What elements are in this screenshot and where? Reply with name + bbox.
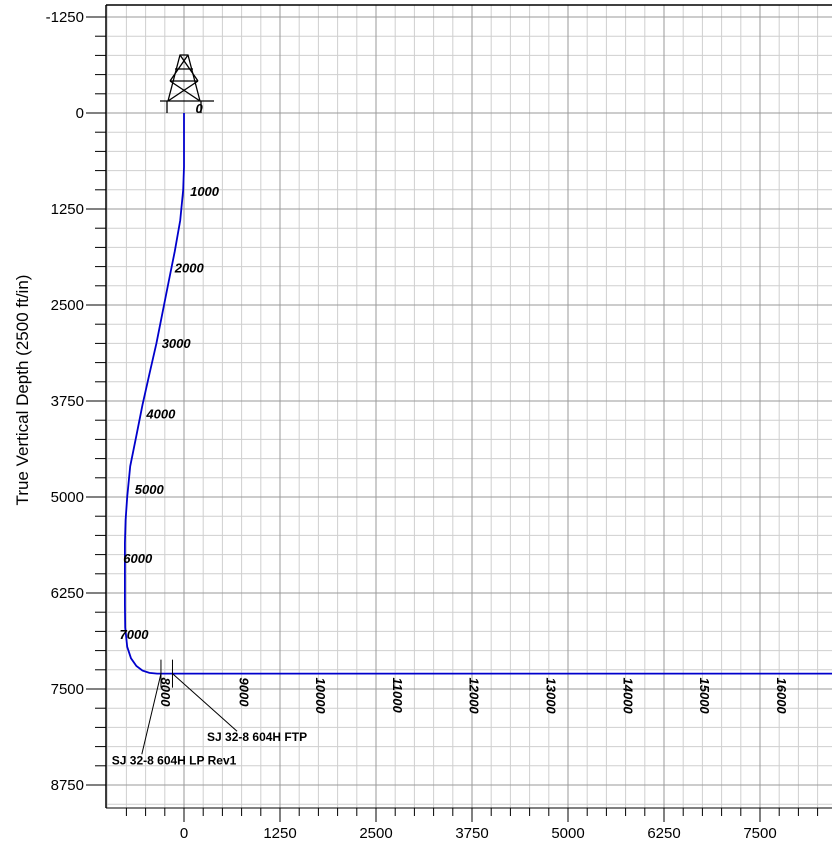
rig-stroke [169,80,201,102]
md-label: 16000 [774,678,789,715]
x-axis: 0 1250 2500 3750 5000 6250 7500 [106,807,832,842]
md-label: 9000 [236,678,251,708]
y-tick-label: -1250 [46,9,84,26]
y-tick-label: 3750 [51,393,84,410]
md-label: 7000 [120,627,150,642]
rig-icon [160,54,214,113]
annotations: SJ 32-8 604H FTP SJ 32-8 604H LP Rev1 [112,659,307,767]
x-tick-label: 6250 [647,825,680,842]
md-label: 10000 [313,678,328,715]
md-label: 5000 [135,482,165,497]
annotation-leader [141,673,162,755]
rig-stroke [169,54,189,82]
y-tick-label: 5000 [51,489,84,506]
md-labels: 0 1000 2000 3000 4000 5000 6000 7000 8000 9000 100… [120,101,789,714]
x-tick-label: 1250 [263,825,296,842]
md-label: 4000 [145,407,176,422]
y-tick-label: 0 [76,105,84,122]
md-label: 2000 [174,261,205,276]
y-axis: -1250 0 1250 2500 3750 5000 6250 7500 8750 [46,9,106,794]
y-tick-label: 2500 [51,297,84,314]
trajectory-line [124,113,832,675]
annotation-label: SJ 32-8 604H FTP [207,730,307,744]
rig-stroke [167,54,201,102]
x-tick-label: 2500 [359,825,392,842]
md-label: 0 [196,101,204,116]
md-label: 12000 [467,678,482,715]
md-label: 3000 [162,336,192,351]
x-tick-label: 5000 [551,825,584,842]
md-label: 6000 [123,551,153,566]
y-tick-label: 7500 [51,681,84,698]
trajectory-series [124,113,832,675]
y-axis-title: True Vertical Depth (2500 ft/in) [13,275,32,506]
x-tick-label: 7500 [743,825,776,842]
y-tick-label: 8750 [51,777,84,794]
annotation-leader [172,673,238,732]
plot-frame [105,4,832,808]
annotation-label: SJ 32-8 604H LP Rev1 [112,753,237,767]
md-label: 8000 [158,678,173,708]
md-label: 1000 [190,184,220,199]
md-label: 13000 [544,678,559,715]
rig-stroke [179,54,199,82]
rig-stroke [167,80,199,102]
y-tick-label: 6250 [51,585,84,602]
x-tick-label: 3750 [455,825,488,842]
md-label: 11000 [390,678,405,714]
md-label: 14000 [620,678,635,715]
md-label: 15000 [697,678,712,715]
y-tick-label: 1250 [51,201,84,218]
x-tick-label: 0 [180,825,188,842]
